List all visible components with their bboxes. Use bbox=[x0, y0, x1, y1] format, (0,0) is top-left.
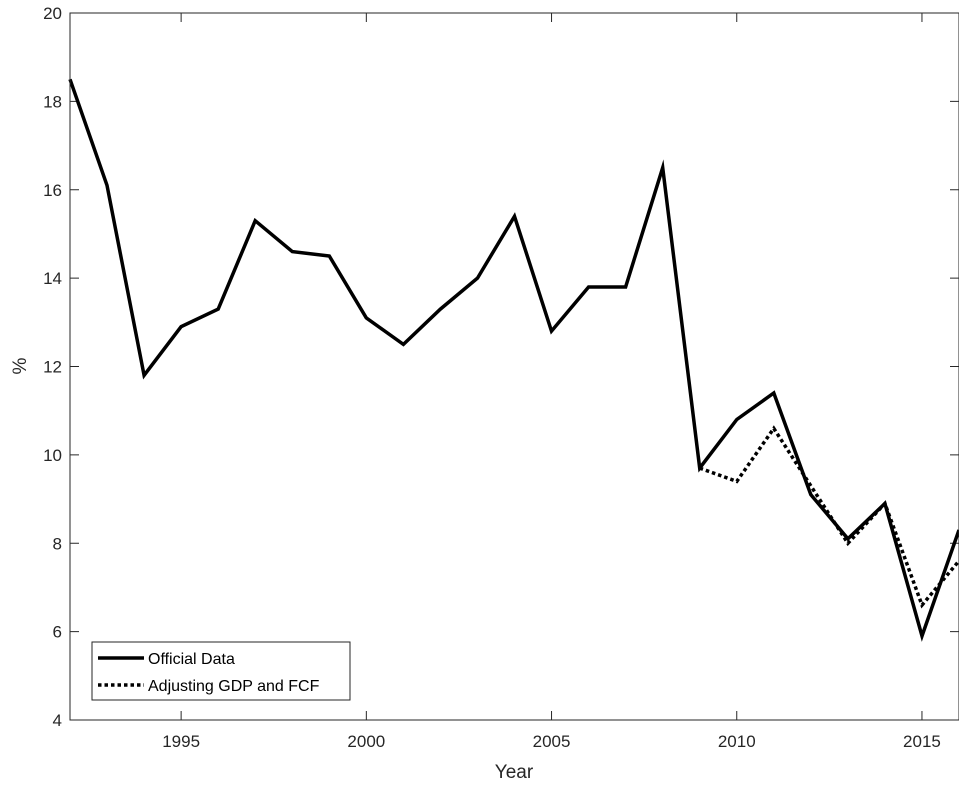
y-tick-label: 20 bbox=[43, 4, 62, 23]
legend: Official Data Adjusting GDP and FCF bbox=[91, 641, 351, 701]
y-tick-label: 10 bbox=[43, 446, 62, 465]
series-line-official-data bbox=[68, 78, 959, 642]
x-tick-label: 1995 bbox=[162, 732, 200, 751]
y-tick-label: 12 bbox=[43, 358, 62, 377]
x-tick-label: 2015 bbox=[903, 732, 941, 751]
y-axis-label: % bbox=[10, 357, 31, 374]
y-tick-label: 16 bbox=[43, 181, 62, 200]
x-tick-label: 2010 bbox=[718, 732, 756, 751]
y-tick-label: 14 bbox=[43, 269, 62, 288]
y-tick-label: 18 bbox=[43, 92, 62, 111]
series-layer bbox=[68, 78, 959, 642]
legend-box bbox=[91, 641, 351, 701]
plot-area-border bbox=[69, 12, 959, 721]
y-tick-label: 6 bbox=[53, 623, 62, 642]
x-tick-label: 2000 bbox=[347, 732, 385, 751]
legend-label-official-data: Official Data bbox=[148, 651, 235, 668]
legend-label-adjusting-gdp-and-fcf: Adjusting GDP and FCF bbox=[148, 678, 320, 695]
y-tick-label: 8 bbox=[53, 534, 62, 553]
x-tick-label: 2005 bbox=[533, 732, 571, 751]
axis-ticks bbox=[70, 12, 959, 721]
tick-labels: 4 6 8 10 12 14 16 18 20 1995 2000 2005 2010 2015 bbox=[43, 4, 941, 751]
y-tick-label: 4 bbox=[53, 711, 62, 730]
series-line-adjusting-gdp-and-fcf bbox=[699, 425, 959, 609]
x-axis-label: Year bbox=[495, 762, 534, 783]
